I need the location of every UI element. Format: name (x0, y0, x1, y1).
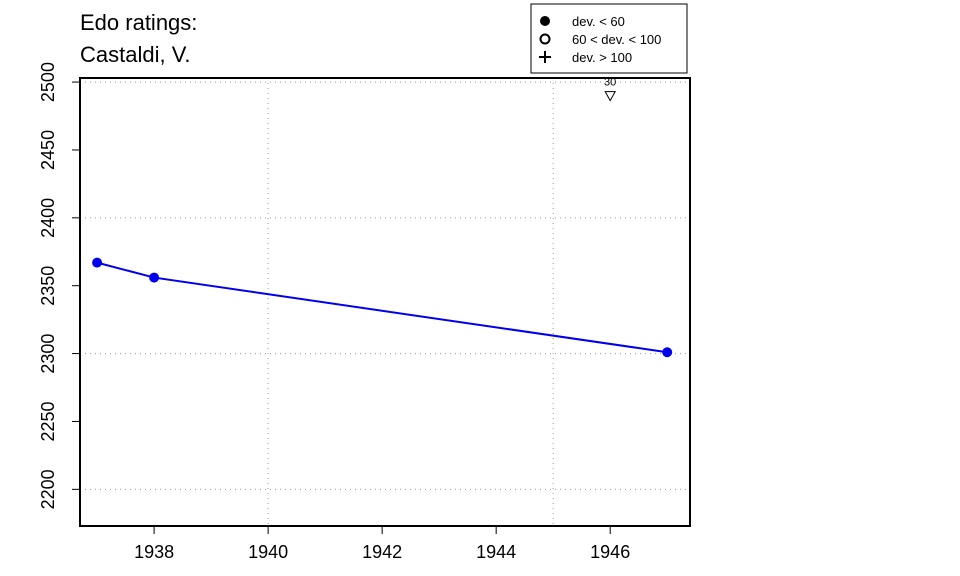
x-tick-label: 1946 (590, 542, 630, 562)
legend-label: 60 < dev. < 100 (572, 32, 661, 47)
y-tick-label: 2250 (38, 401, 58, 441)
data-point (662, 347, 673, 358)
legend-open-circle (539, 33, 551, 45)
y-tick-label: 2200 (38, 469, 58, 509)
down-triangle-marker (604, 91, 617, 102)
data-point (149, 272, 160, 283)
x-tick-label: 1944 (476, 542, 516, 562)
x-tick-label: 1940 (248, 542, 288, 562)
y-tick-label: 2400 (38, 198, 58, 238)
legend-filled-circle (540, 16, 550, 26)
series-layer (92, 257, 673, 358)
x-tick-label: 1938 (134, 542, 174, 562)
y-tick-label: 2300 (38, 334, 58, 374)
legend-label: dev. > 100 (572, 50, 632, 65)
plot-frame (79, 77, 691, 527)
chart-title-line-1: Edo ratings: (80, 10, 197, 35)
legend-box (530, 3, 688, 74)
legend: dev. < 60 60 < dev. < 100 dev. > 100 (530, 3, 688, 74)
legend-label: dev. < 60 (572, 14, 625, 29)
data-point (92, 257, 103, 268)
annotation-label: 30 (604, 77, 616, 89)
legend-plus (539, 51, 551, 63)
chart-title-line-2: Castaldi, V. (80, 42, 190, 67)
y-tick-label: 2500 (38, 62, 58, 102)
axes-layer: 1938 1940 1942 1944 1946 2200 2250 2300 2350 2400… (38, 62, 630, 562)
series-line (96, 261, 668, 354)
x-tick-label: 1942 (362, 542, 402, 562)
y-tick-label: 2450 (38, 130, 58, 170)
y-tick-label: 2350 (38, 266, 58, 306)
grid-layer (80, 78, 690, 526)
annotation-layer: 30 (604, 77, 617, 102)
